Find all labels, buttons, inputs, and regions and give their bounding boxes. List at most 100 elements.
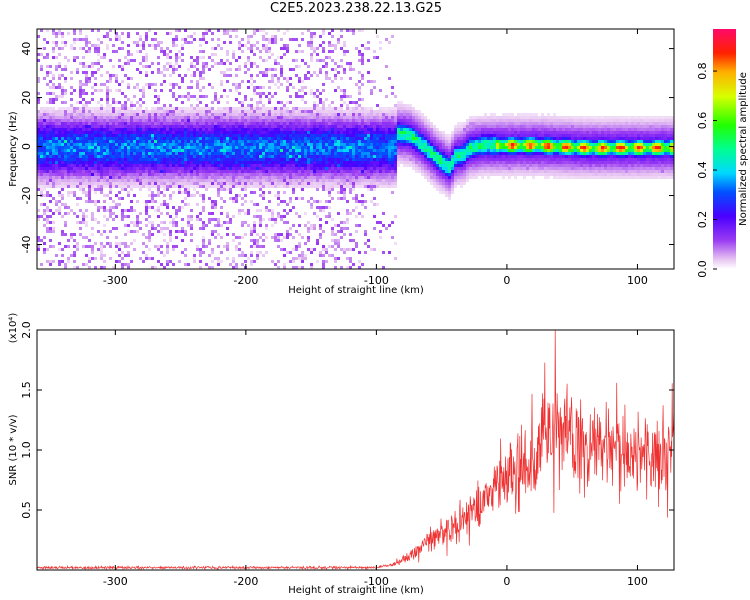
heatmap-cell bbox=[148, 257, 151, 260]
heatmap-cell bbox=[58, 191, 61, 194]
heatmap-cell bbox=[208, 128, 211, 131]
heatmap-cell bbox=[166, 203, 169, 206]
heatmap-cell bbox=[235, 152, 238, 155]
heatmap-cell bbox=[358, 29, 361, 32]
heatmap-cell bbox=[220, 83, 223, 86]
heatmap-cell bbox=[154, 107, 157, 110]
heatmap-cell bbox=[40, 188, 43, 191]
heatmap-cell bbox=[148, 116, 151, 119]
heatmap-cell bbox=[232, 116, 235, 119]
heatmap-cell bbox=[166, 56, 169, 59]
heatmap-cell bbox=[52, 230, 55, 233]
heatmap-cell bbox=[253, 170, 256, 173]
heatmap-cell bbox=[232, 143, 235, 146]
heatmap-cell bbox=[337, 86, 340, 89]
heatmap-cell bbox=[136, 149, 139, 152]
heatmap-cell bbox=[358, 200, 361, 203]
heatmap-cell bbox=[358, 113, 361, 116]
heatmap-cell bbox=[160, 167, 163, 170]
heatmap-cell bbox=[187, 179, 190, 182]
heatmap-cell bbox=[88, 164, 91, 167]
heatmap-cell bbox=[43, 128, 46, 131]
heatmap-cell bbox=[112, 146, 115, 149]
heatmap-cell bbox=[109, 116, 112, 119]
heatmap-cell bbox=[238, 212, 241, 215]
heatmap-cell bbox=[58, 29, 61, 32]
heatmap-cell bbox=[103, 125, 106, 128]
heatmap-cell bbox=[322, 206, 325, 209]
heatmap-cell bbox=[175, 62, 178, 65]
heatmap-cell bbox=[94, 113, 97, 116]
heatmap-cell bbox=[325, 248, 328, 251]
heatmap-cell bbox=[181, 95, 184, 98]
heatmap-cell bbox=[103, 56, 106, 59]
heatmap-cell bbox=[85, 173, 88, 176]
heatmap-cell bbox=[172, 44, 175, 47]
heatmap-cell bbox=[322, 65, 325, 68]
heatmap-cell bbox=[61, 47, 64, 50]
heatmap-cell bbox=[37, 167, 40, 170]
heatmap-cell bbox=[283, 176, 286, 179]
heatmap-cell bbox=[307, 152, 310, 155]
heatmap-cell bbox=[352, 146, 355, 149]
heatmap-cell bbox=[346, 119, 349, 122]
heatmap-cell bbox=[292, 68, 295, 71]
heatmap-cell bbox=[241, 128, 244, 131]
heatmap-cell bbox=[61, 101, 64, 104]
heatmap-cell bbox=[328, 161, 331, 164]
heatmap-cell bbox=[217, 167, 220, 170]
heatmap-cell bbox=[67, 158, 70, 161]
heatmap-cell bbox=[160, 143, 163, 146]
heatmap-cell bbox=[160, 116, 163, 119]
heatmap-cell bbox=[166, 53, 169, 56]
heatmap-cell bbox=[64, 131, 67, 134]
heatmap-cell bbox=[310, 224, 313, 227]
heatmap-cell bbox=[220, 260, 223, 263]
heatmap-cell bbox=[76, 110, 79, 113]
heatmap-cell bbox=[106, 92, 109, 95]
heatmap-cell bbox=[217, 29, 220, 32]
heatmap-cell bbox=[376, 152, 379, 155]
heatmap-cell bbox=[214, 149, 217, 152]
heatmap-cell bbox=[184, 179, 187, 182]
heatmap-cell bbox=[280, 47, 283, 50]
heatmap-cell bbox=[172, 143, 175, 146]
heatmap-cell bbox=[193, 71, 196, 74]
heatmap-cell bbox=[322, 29, 325, 32]
heatmap-cell bbox=[112, 179, 115, 182]
heatmap-cell bbox=[118, 137, 121, 140]
heatmap-cell bbox=[124, 149, 127, 152]
heatmap-cell bbox=[88, 155, 91, 158]
heatmap-cell bbox=[367, 239, 370, 242]
heatmap-cell bbox=[118, 59, 121, 62]
heatmap-cell bbox=[265, 119, 268, 122]
heatmap-cell bbox=[358, 53, 361, 56]
heatmap-cell bbox=[331, 29, 334, 32]
heatmap-cell bbox=[58, 242, 61, 245]
heatmap-cell bbox=[382, 146, 385, 149]
heatmap-cell bbox=[94, 152, 97, 155]
heatmap-cell bbox=[154, 116, 157, 119]
heatmap-cell bbox=[310, 125, 313, 128]
heatmap-cell bbox=[181, 101, 184, 104]
heatmap-cell bbox=[241, 263, 244, 266]
heatmap-cell bbox=[277, 128, 280, 131]
heatmap-cell bbox=[265, 236, 268, 239]
heatmap-cell bbox=[181, 170, 184, 173]
heatmap-cell bbox=[334, 62, 337, 65]
heatmap-cell bbox=[196, 140, 199, 143]
heatmap-cell bbox=[67, 173, 70, 176]
heatmap-cell bbox=[262, 173, 265, 176]
heatmap-cell bbox=[313, 152, 316, 155]
heatmap-cell bbox=[253, 53, 256, 56]
heatmap-cell bbox=[139, 149, 142, 152]
heatmap-cell bbox=[100, 140, 103, 143]
heatmap-cell bbox=[235, 182, 238, 185]
heatmap-cell bbox=[262, 218, 265, 221]
heatmap-cell bbox=[388, 125, 391, 128]
heatmap-cell bbox=[40, 68, 43, 71]
heatmap-cell bbox=[220, 80, 223, 83]
heatmap-cell bbox=[163, 125, 166, 128]
heatmap-cell bbox=[346, 146, 349, 149]
heatmap-cell bbox=[199, 167, 202, 170]
